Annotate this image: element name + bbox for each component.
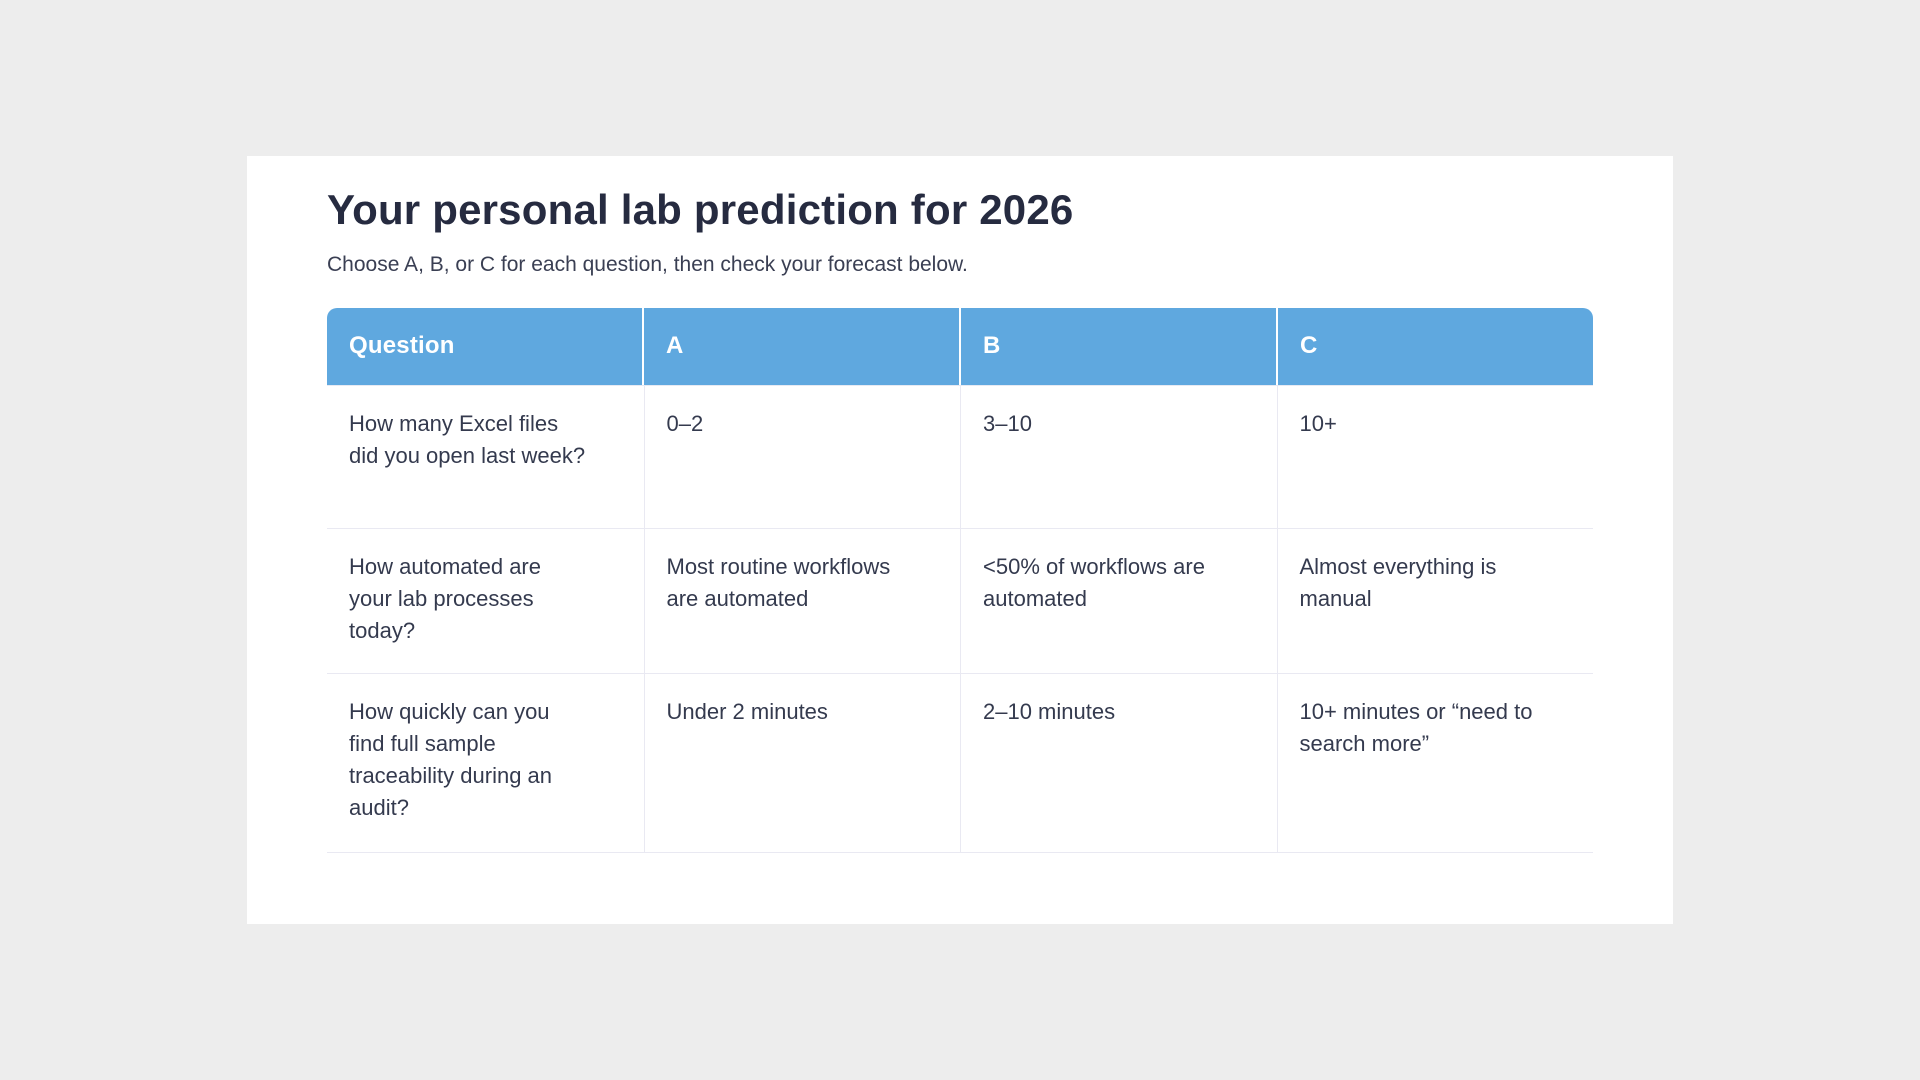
column-header-b: B	[961, 307, 1276, 385]
column-header-question: Question	[327, 307, 642, 385]
table-row: How many Excel files did you open last w…	[327, 385, 1594, 529]
question-text: How automated are your lab processes tod…	[349, 553, 541, 643]
option-b-cell: 3–10	[960, 385, 1277, 528]
question-cell: How quickly can you find full sample tra…	[327, 674, 644, 852]
option-a-cell: Under 2 minutes	[643, 673, 961, 852]
content-card: Your personal lab prediction for 2026 Ch…	[247, 156, 1673, 924]
option-c-text: 10+	[1299, 410, 1337, 436]
prediction-table: Question A B C How many Excel files did …	[327, 307, 1594, 853]
column-header-c: C	[1278, 307, 1593, 385]
question-text: How many Excel files did you open last w…	[349, 410, 586, 468]
column-header-a: A	[644, 307, 959, 385]
page-subtitle: Choose A, B, or C for each question, the…	[327, 252, 968, 276]
option-b-text: 3–10	[983, 410, 1032, 436]
option-c-cell: 10+	[1276, 385, 1594, 528]
option-c-cell: 10+ minutes or “need to search more”	[1276, 673, 1594, 852]
option-c-text: 10+ minutes or “need to search more”	[1299, 698, 1533, 756]
table-header-row: Question A B C	[327, 307, 1593, 386]
option-a-text: 0–2	[666, 410, 704, 436]
option-b-cell: 2–10 minutes	[960, 673, 1277, 852]
question-text: How quickly can you find full sample tra…	[349, 698, 553, 820]
question-cell: How automated are your lab processes tod…	[327, 529, 644, 673]
option-b-cell: <50% of workflows are automated	[960, 528, 1277, 673]
option-c-text: Almost everything is manual	[1299, 553, 1497, 611]
option-a-cell: Most routine workflows are automated	[643, 528, 961, 673]
table-row: How automated are your lab processes tod…	[327, 528, 1594, 674]
page-title: Your personal lab prediction for 2026	[327, 186, 1074, 233]
option-a-cell: 0–2	[643, 385, 961, 528]
option-c-cell: Almost everything is manual	[1276, 528, 1594, 673]
table-row: How quickly can you find full sample tra…	[327, 673, 1594, 853]
option-a-text: Most routine workflows are automated	[666, 553, 891, 611]
option-b-text: <50% of workflows are automated	[983, 553, 1205, 611]
option-b-text: 2–10 minutes	[983, 698, 1116, 724]
option-a-text: Under 2 minutes	[666, 698, 828, 724]
question-cell: How many Excel files did you open last w…	[327, 386, 644, 528]
